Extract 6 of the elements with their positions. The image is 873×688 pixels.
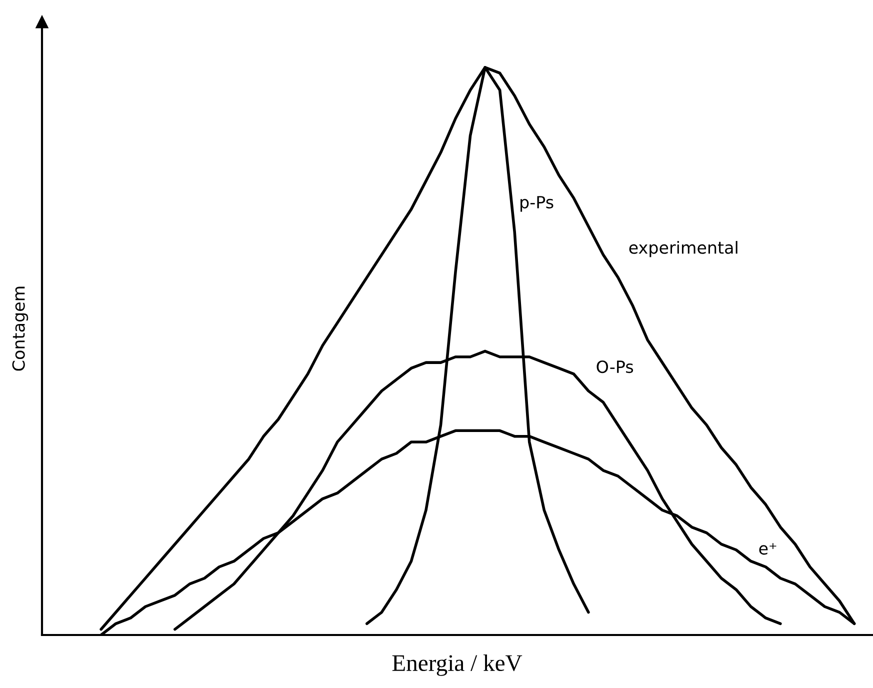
series-label: e⁺	[759, 543, 776, 555]
x-axis-title: Energia / keV	[392, 654, 522, 676]
series-label: experimental	[629, 240, 738, 258]
y-axis-title: Contagem	[12, 286, 28, 371]
series-label: p-Ps	[520, 196, 554, 212]
series-label: O-Ps	[596, 360, 634, 374]
